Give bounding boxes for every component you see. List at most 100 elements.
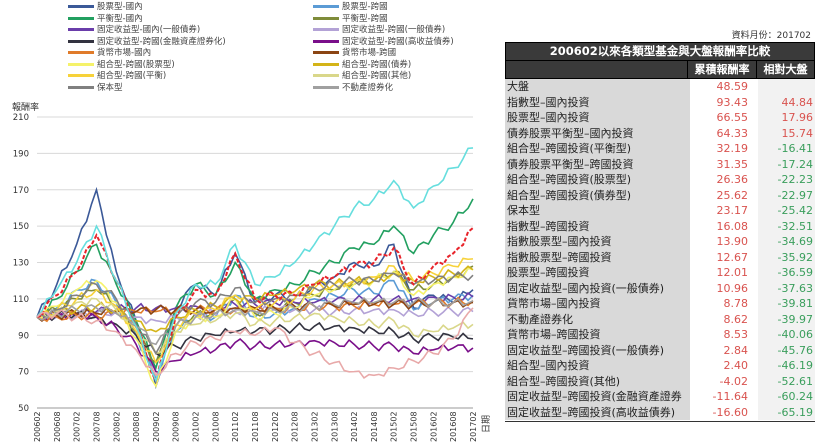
legend-label: 固定收益型-跨國(高收益債券) bbox=[342, 36, 454, 47]
relative-return: -17.24 bbox=[758, 156, 815, 172]
legend-label: 平衡型-國內 bbox=[97, 13, 143, 24]
series-line bbox=[36, 147, 474, 384]
legend-label: 組合型-跨國(股票型) bbox=[97, 59, 175, 70]
legend-item: 股票型-跨國 bbox=[313, 2, 388, 13]
cumulative-return: 31.35 bbox=[716, 157, 749, 171]
legend-item: 固定收益型-跨國(一般債券) bbox=[313, 25, 445, 36]
fund-type: 大盤 bbox=[505, 79, 690, 95]
fund-type: 股票型–國內投資 bbox=[505, 110, 690, 126]
legend-swatch bbox=[68, 51, 94, 54]
cumulative-return: 2.84 bbox=[723, 343, 749, 357]
fund-type: 指數型–跨國投資 bbox=[505, 218, 690, 234]
table-row: 指數股票型–跨國投資 12.67 -35.92 bbox=[505, 249, 815, 265]
header-cumulative: 累積報酬率 bbox=[687, 61, 756, 78]
fund-type: 債券股票平衡型–國內投資 bbox=[505, 125, 690, 141]
x-axis-label: 日期 bbox=[481, 415, 492, 433]
cumulative-return: 13.90 bbox=[716, 235, 749, 248]
fund-type: 貨幣市場–跨國投資 bbox=[505, 327, 690, 343]
legend-label: 股票型-國內 bbox=[97, 2, 143, 12]
x-tick-label: 201302 bbox=[310, 411, 319, 442]
x-tick-label: 200908 bbox=[172, 411, 181, 442]
relative-return: -25.42 bbox=[758, 203, 815, 219]
legend-swatch bbox=[68, 62, 94, 66]
legend-swatch bbox=[313, 16, 339, 20]
fund-type: 貨幣市場–國內投資 bbox=[505, 296, 690, 312]
legend-item: 組合型-跨國(債券) bbox=[313, 60, 411, 71]
table-row: 組合型–跨國投資(平衡型) 32.19 -16.41 bbox=[505, 141, 815, 157]
legend-item: 固定收益型-跨國(高收益債券) bbox=[313, 37, 454, 48]
relative-return: -36.59 bbox=[758, 265, 815, 281]
legend-swatch bbox=[68, 74, 94, 77]
relative-return: -45.76 bbox=[758, 342, 815, 358]
relative-return: -39.81 bbox=[758, 296, 815, 312]
header-relative: 相對大盤 bbox=[756, 61, 814, 78]
relative-return: -34.69 bbox=[758, 234, 815, 250]
fund-type: 組合型–跨國投資(其他) bbox=[505, 373, 690, 389]
legend-swatch bbox=[68, 39, 94, 43]
fund-type: 固定收益型–跨國投資(高收益債券) bbox=[505, 404, 690, 420]
x-tick-label: 201002 bbox=[192, 411, 201, 442]
legend-item: 組合型-跨國(平衡) bbox=[68, 71, 166, 82]
table-row: 股票型–跨國投資 12.01 -36.59 bbox=[505, 265, 815, 281]
table-row: 股票型–國內投資 66.55 17.96 bbox=[505, 110, 815, 126]
legend-item: 平衡型-跨國 bbox=[313, 14, 388, 25]
series-line bbox=[36, 312, 474, 373]
series-line bbox=[36, 257, 474, 364]
relative-return: -39.97 bbox=[758, 311, 815, 327]
legend-label: 固定收益型-跨國(金融資產證券化) bbox=[97, 36, 226, 47]
table-row: 組合型–跨國投資(其他) -4.02 -52.61 bbox=[505, 373, 815, 389]
legend-label: 組合型-跨國(債券) bbox=[342, 59, 412, 70]
x-tick-label: 201408 bbox=[370, 411, 379, 442]
fund-type: 組合型–跨國投資(平衡型) bbox=[505, 141, 690, 157]
legend-item: 固定收益型-國內(一般債券) bbox=[68, 25, 200, 36]
x-tick-label: 201608 bbox=[449, 411, 458, 442]
cumulative-return: 23.17 bbox=[716, 204, 749, 217]
table-bottom-border bbox=[505, 421, 815, 422]
fund-type: 指數型–國內投資 bbox=[505, 94, 690, 110]
legend-swatch bbox=[313, 51, 339, 54]
table-header: 累積報酬率 相對大盤 bbox=[505, 61, 815, 79]
fund-type: 固定收益型–國內投資(一般債券) bbox=[505, 280, 690, 296]
cumulative-return: -16.60 bbox=[712, 405, 748, 419]
relative-return: -60.24 bbox=[758, 389, 815, 405]
relative-return: -65.19 bbox=[758, 404, 815, 420]
y-tick-label: 150 bbox=[13, 222, 29, 232]
cumulative-return: 64.33 bbox=[716, 126, 749, 140]
relative-return: -40.06 bbox=[758, 327, 815, 343]
cumulative-return: -11.64 bbox=[712, 390, 748, 403]
x-tick-label: 200802 bbox=[112, 411, 121, 442]
header-blank bbox=[506, 61, 687, 78]
cumulative-return: 12.01 bbox=[716, 266, 749, 279]
fund-type: 組合型–跨國投資(股票型) bbox=[505, 172, 690, 188]
fund-type: 組合型–跨國投資(債券型) bbox=[505, 187, 690, 203]
y-tick-label: 90 bbox=[18, 331, 29, 341]
legend-swatch bbox=[313, 5, 339, 8]
cumulative-return: 8.53 bbox=[723, 328, 749, 341]
x-tick-label: 201108 bbox=[251, 411, 260, 442]
y-tick-label: 110 bbox=[13, 295, 29, 305]
table-row: 債券股票平衡型–國內投資 64.33 15.74 bbox=[505, 125, 815, 141]
fund-type: 指數股票型–跨國投資 bbox=[505, 249, 690, 265]
legend-label: 固定收益型-跨國(一般債券) bbox=[342, 25, 446, 35]
table-row: 指數型–國內投資 93.43 44.84 bbox=[505, 94, 815, 110]
y-tick-label: 210 bbox=[13, 113, 29, 123]
legend-label: 組合型-跨國(平衡) bbox=[97, 71, 167, 81]
legend-swatch bbox=[313, 85, 339, 89]
table-row: 指數股票型–國內投資 13.90 -34.69 bbox=[505, 234, 815, 250]
table-row: 不動產證券化 8.62 -39.97 bbox=[505, 311, 815, 327]
table-row: 固定收益型–跨國投資(高收益債券) -16.60 -65.19 bbox=[505, 404, 815, 420]
cumulative-return: 26.36 bbox=[716, 173, 749, 186]
legend-item: 貨幣市場-跨國 bbox=[313, 48, 396, 59]
legend-label: 平衡型-跨國 bbox=[342, 13, 388, 24]
series-line bbox=[36, 307, 474, 380]
relative-return bbox=[758, 79, 815, 95]
cumulative-return: 16.08 bbox=[716, 219, 749, 233]
y-tick-label: 70 bbox=[18, 368, 29, 378]
cumulative-return: 32.19 bbox=[716, 142, 749, 155]
table-row: 債券股票平衡型–跨國投資 31.35 -17.24 bbox=[505, 156, 815, 172]
cumulative-return: 66.55 bbox=[716, 111, 749, 124]
relative-return: -16.41 bbox=[758, 141, 815, 157]
legend-item: 不動產證券化 bbox=[313, 83, 393, 94]
legend-swatch bbox=[68, 28, 94, 31]
